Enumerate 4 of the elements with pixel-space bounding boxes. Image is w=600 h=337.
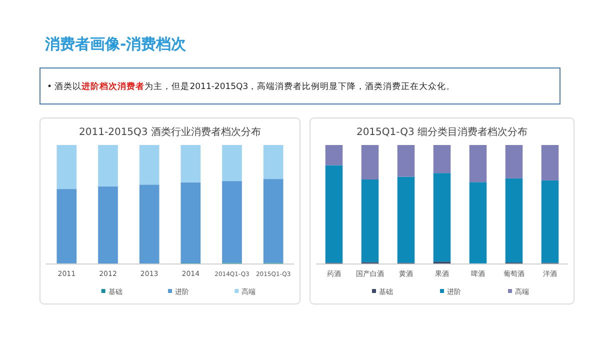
chart-title: 2011-2015Q3 酒类行业消费者档次分布 [79,126,261,138]
text: • 酒类以进阶档次消费者为主，但是2011-2015Q3，高端消费者比例明显下降，酒类消费正在大众化。 [47,81,456,92]
chart-title: 2015Q1-Q3 细分类目消费者档次分布 [356,126,528,138]
text: 消费者画像-消费档次 [44,35,188,53]
